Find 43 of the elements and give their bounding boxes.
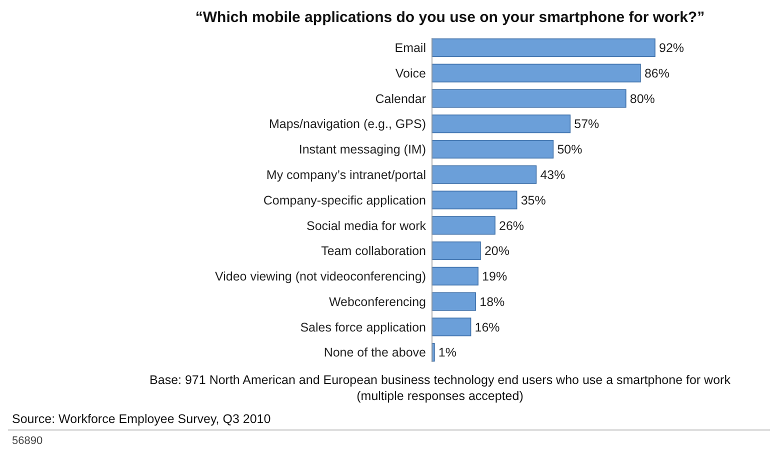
data-label: 80% <box>630 92 655 106</box>
data-label: 16% <box>474 320 500 334</box>
y-tick-label: None of the above <box>324 346 426 360</box>
source-note: Source: Workforce Employee Survey, Q3 2010 <box>12 412 271 426</box>
data-label: 19% <box>482 270 508 284</box>
text: 56890 <box>12 435 43 447</box>
y-tick-label: Calendar <box>375 92 426 106</box>
y-tick-label: Team collaboration <box>321 244 426 258</box>
y-tick-label: My company’s intranet/portal <box>266 168 426 182</box>
data-label: 50% <box>557 142 582 157</box>
bar <box>432 114 571 134</box>
bar <box>432 241 481 260</box>
y-tick-label: Webconferencing <box>328 294 426 309</box>
y-tick-label: Sales force application <box>300 320 426 334</box>
bar <box>432 165 537 184</box>
y-tick-label: Video viewing (not videoconferencing) <box>214 270 426 284</box>
y-tick-label: Instant messaging (IM) <box>298 142 426 157</box>
y-tick-label: Voice <box>395 66 426 80</box>
data-label: 92% <box>659 41 684 56</box>
data-label: 86% <box>644 66 670 80</box>
text: Base: 971 North American and European business technology end users who use a smartphone for work <box>150 373 732 387</box>
bar <box>432 318 472 336</box>
bar <box>432 64 641 82</box>
data-label: 57% <box>574 117 600 132</box>
data-label: 18% <box>480 294 505 309</box>
bar <box>432 292 476 311</box>
data-label: 43% <box>540 168 566 182</box>
bar <box>432 89 626 108</box>
y-tick-label: Social media for work <box>306 218 427 233</box>
data-label: 1% <box>438 346 456 360</box>
data-label: 20% <box>484 244 510 258</box>
bar <box>432 38 656 57</box>
bar <box>432 190 518 210</box>
chart-title: “Which mobile applications do you use on your smartphone for work?” <box>195 9 705 26</box>
bar <box>432 216 496 235</box>
bar <box>432 266 478 286</box>
data-label: 26% <box>499 218 524 233</box>
bar <box>432 140 554 159</box>
data-label: 35% <box>520 193 546 208</box>
y-tick-label: Company-specific application <box>263 193 426 208</box>
text: (multiple responses accepted) <box>356 389 524 403</box>
y-tick-label: Maps/navigation (e.g., GPS) <box>268 117 426 132</box>
y-tick-label: Email <box>394 41 426 56</box>
